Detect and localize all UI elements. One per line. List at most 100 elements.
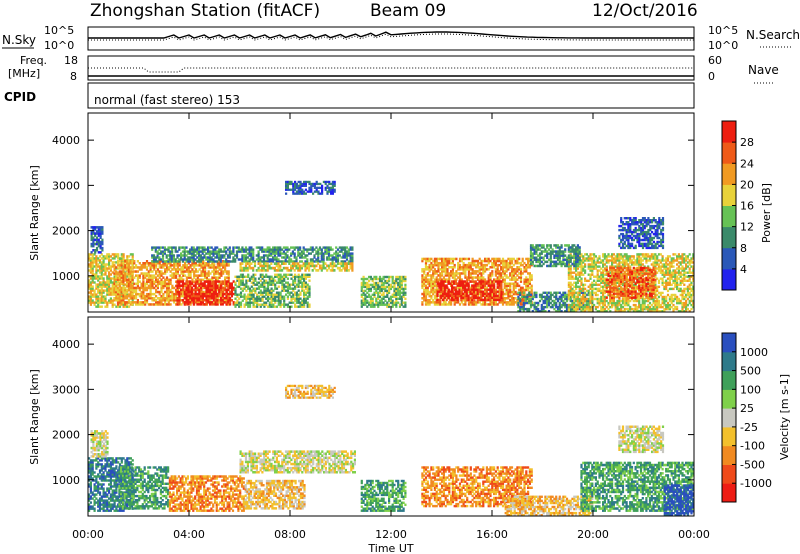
data-cell	[404, 287, 407, 291]
data-cell	[167, 294, 170, 298]
data-cell	[333, 269, 336, 272]
data-cell	[100, 301, 103, 304]
data-cell	[297, 289, 300, 292]
data-cell	[351, 248, 354, 251]
data-cell	[265, 289, 268, 292]
data-cell	[184, 284, 187, 288]
data-cell	[421, 280, 424, 283]
data-cell	[169, 266, 172, 269]
data-cell	[200, 303, 203, 306]
data-cell	[297, 269, 300, 272]
data-cell	[184, 266, 187, 269]
data-cell	[360, 301, 363, 304]
data-cell	[290, 299, 293, 302]
data-cell	[154, 260, 157, 263]
data-cell	[185, 254, 188, 257]
data-cell	[288, 260, 291, 263]
data-cell	[295, 246, 298, 249]
data-cell	[97, 263, 100, 266]
data-cell	[338, 250, 341, 253]
data-cell	[124, 305, 127, 308]
data-cell	[241, 256, 244, 259]
data-cell	[214, 286, 217, 290]
data-cell	[178, 254, 181, 257]
data-cell	[181, 284, 184, 287]
data-cell	[391, 301, 394, 304]
data-cell	[400, 303, 403, 306]
data-cell	[265, 303, 268, 306]
data-cell	[207, 278, 210, 281]
data-cell	[115, 297, 118, 300]
data-cell	[198, 278, 201, 281]
data-cell	[328, 182, 331, 186]
data-cell	[377, 287, 380, 291]
data-cell	[279, 273, 282, 276]
data-cell	[291, 266, 294, 270]
data-cell	[458, 278, 462, 281]
data-cell	[317, 252, 320, 255]
data-cell	[304, 184, 307, 187]
data-cell	[259, 275, 262, 278]
data-cell	[442, 303, 445, 306]
data-cell	[160, 288, 163, 292]
data-cell	[140, 266, 143, 269]
data-cell	[458, 286, 462, 290]
data-cell	[89, 287, 92, 290]
data-cell	[113, 275, 116, 278]
data-cell	[226, 254, 230, 257]
data-cell	[138, 266, 141, 269]
data-cell	[122, 301, 125, 304]
data-cell	[277, 273, 280, 276]
data-cell	[324, 246, 327, 249]
data-cell	[99, 230, 102, 233]
data-cell	[304, 287, 307, 290]
data-cell	[297, 192, 300, 195]
data-cell	[144, 262, 147, 265]
data-cell	[201, 258, 204, 261]
data-cell	[377, 281, 380, 285]
data-cell	[158, 252, 161, 255]
data-cell	[232, 252, 235, 255]
data-cell	[327, 250, 331, 253]
data-cell	[351, 254, 354, 257]
data-cell	[262, 256, 266, 259]
data-cell	[329, 262, 332, 265]
data-cell	[397, 287, 400, 291]
data-cell	[216, 260, 219, 263]
data-cell	[113, 279, 116, 282]
data-cell	[93, 277, 96, 280]
data-cell	[277, 248, 280, 251]
data-cell	[91, 255, 94, 258]
data-cell	[176, 299, 179, 302]
data-cell	[225, 282, 228, 285]
data-cell	[124, 276, 127, 279]
data-cell	[451, 266, 454, 269]
data-cell	[338, 262, 341, 265]
data-cell	[257, 266, 260, 270]
data-cell	[222, 288, 225, 292]
data-cell	[303, 295, 306, 298]
data-cell	[221, 294, 224, 298]
data-cell	[336, 262, 340, 265]
data-cell	[88, 255, 91, 258]
data-cell	[217, 254, 221, 257]
data-cell	[442, 259, 445, 263]
data-cell	[294, 277, 297, 280]
data-cell	[183, 246, 186, 249]
data-cell	[451, 270, 454, 273]
data-cell	[90, 238, 93, 242]
data-cell	[335, 264, 338, 268]
data-cell	[178, 264, 181, 267]
data-cell	[446, 268, 449, 271]
data-cell	[295, 293, 298, 296]
data-cell	[395, 291, 398, 294]
data-cell	[178, 268, 181, 271]
data-cell	[144, 274, 147, 277]
data-cell	[173, 268, 176, 271]
data-cell	[460, 278, 463, 281]
data-cell	[200, 278, 203, 281]
data-cell	[321, 190, 324, 193]
data-cell	[362, 289, 365, 293]
data-cell	[156, 250, 159, 253]
data-cell	[286, 269, 289, 272]
